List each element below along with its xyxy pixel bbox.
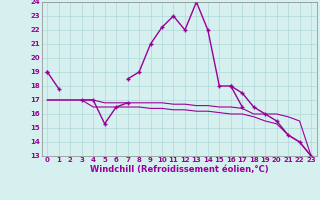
X-axis label: Windchill (Refroidissement éolien,°C): Windchill (Refroidissement éolien,°C) [90, 165, 268, 174]
